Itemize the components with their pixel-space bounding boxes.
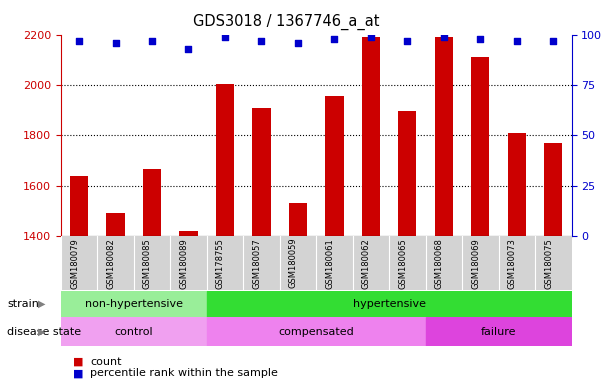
- Text: strain: strain: [7, 299, 39, 309]
- Bar: [435, 37, 453, 236]
- Point: [366, 33, 376, 40]
- Text: ■: ■: [73, 368, 83, 378]
- Text: GSM180089: GSM180089: [179, 238, 188, 288]
- Text: GSM180079: GSM180079: [70, 238, 79, 288]
- Point: [548, 38, 558, 44]
- Bar: [398, 111, 416, 236]
- Text: GSM180085: GSM180085: [143, 238, 152, 288]
- Text: failure: failure: [481, 326, 516, 337]
- Text: GSM180065: GSM180065: [398, 238, 407, 288]
- Bar: [426, 317, 572, 346]
- Text: disease state: disease state: [7, 326, 81, 337]
- Text: ▶: ▶: [38, 326, 45, 337]
- Bar: [362, 37, 380, 236]
- Text: percentile rank within the sample: percentile rank within the sample: [90, 368, 278, 378]
- Text: compensated: compensated: [278, 326, 354, 337]
- Point: [111, 40, 120, 46]
- Bar: [106, 214, 125, 236]
- Text: GSM180062: GSM180062: [362, 238, 371, 288]
- Point: [257, 38, 266, 44]
- Bar: [70, 176, 88, 236]
- Text: GSM180082: GSM180082: [106, 238, 116, 288]
- Point: [220, 33, 230, 40]
- Text: GSM180073: GSM180073: [508, 238, 517, 289]
- Text: GSM178755: GSM178755: [216, 238, 225, 289]
- Point: [512, 38, 522, 44]
- Bar: [508, 133, 526, 236]
- Point: [330, 36, 339, 42]
- Bar: [179, 231, 198, 236]
- Point: [147, 38, 157, 44]
- Bar: [143, 169, 161, 236]
- Point: [475, 36, 485, 42]
- Point: [293, 40, 303, 46]
- Text: ■: ■: [73, 357, 83, 367]
- Text: ▶: ▶: [38, 299, 45, 309]
- Text: GSM180059: GSM180059: [289, 238, 298, 288]
- Bar: [207, 291, 572, 317]
- Text: hypertensive: hypertensive: [353, 299, 426, 309]
- Text: GSM180057: GSM180057: [252, 238, 261, 288]
- Text: count: count: [90, 357, 122, 367]
- Bar: [61, 317, 207, 346]
- Bar: [216, 84, 234, 236]
- Bar: [252, 108, 271, 236]
- Bar: [325, 96, 344, 236]
- Text: GDS3018 / 1367746_a_at: GDS3018 / 1367746_a_at: [193, 13, 379, 30]
- Point: [74, 38, 84, 44]
- Point: [402, 38, 412, 44]
- Text: GSM180068: GSM180068: [435, 238, 444, 289]
- Bar: [544, 143, 562, 236]
- Bar: [471, 57, 489, 236]
- Bar: [289, 204, 307, 236]
- Text: GSM180075: GSM180075: [544, 238, 553, 288]
- Point: [184, 46, 193, 52]
- Bar: [207, 317, 426, 346]
- Text: non-hypertensive: non-hypertensive: [85, 299, 183, 309]
- Text: GSM180061: GSM180061: [325, 238, 334, 288]
- Text: GSM180069: GSM180069: [471, 238, 480, 288]
- Text: control: control: [114, 326, 153, 337]
- Bar: [61, 291, 207, 317]
- Point: [439, 33, 449, 40]
